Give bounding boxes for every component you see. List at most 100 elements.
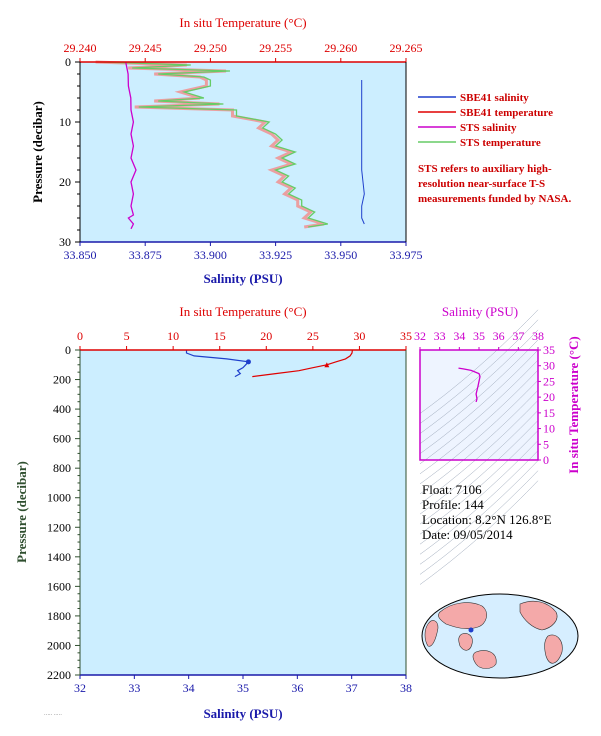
top-temp-tick-label: 29.245 [129, 41, 162, 55]
top-temp-tick-label: 29.250 [194, 41, 227, 55]
bottom-pres-tick-label: 1600 [47, 579, 71, 593]
bottom-pres-tick-label: 600 [53, 432, 71, 446]
top-pres-tick-label: 10 [59, 115, 71, 129]
ts-density-contour [419, 470, 539, 575]
bottom-temp-tick-label: 20 [260, 329, 272, 343]
bottom-salinity-marker [245, 359, 251, 365]
bottom-pres-axis-title: Pressure (decibar) [14, 461, 29, 563]
map-land-australia [472, 650, 497, 669]
bottom-sal-tick-label: 37 [346, 681, 358, 695]
footer-code: ····· ····· [44, 713, 62, 718]
bottom-pres-tick-label: 1200 [47, 520, 71, 534]
top-plot-area [80, 62, 406, 242]
bottom-temp-tick-label: 5 [124, 329, 130, 343]
bottom-pres-tick-label: 1800 [47, 609, 71, 623]
ts-temp-tick-label: 25 [543, 374, 555, 388]
ts-temp-tick-label: 10 [543, 422, 555, 436]
ts-density-contour [419, 339, 539, 444]
bottom-sal-tick-label: 35 [237, 681, 249, 695]
bottom-temp-tick-label: 10 [167, 329, 179, 343]
ts-plot-area [420, 350, 538, 460]
top-sal-tick-label: 33.875 [129, 248, 162, 262]
bottom-pres-tick-label: 2000 [47, 638, 71, 652]
top-pres-axis-title: Pressure (decibar) [30, 101, 45, 203]
ts-density-contour [419, 369, 539, 475]
ts-sal-tick-label: 32 [414, 329, 426, 343]
bottom-temp-tick-label: 0 [77, 329, 83, 343]
ts-density-contour [419, 410, 539, 515]
world-map [421, 593, 579, 679]
map-land-africa [424, 620, 439, 647]
ts-profile-line [458, 367, 481, 403]
top-temp-tick-label: 29.240 [64, 41, 97, 55]
ts-sal-tick-label: 36 [493, 329, 505, 343]
ts-temp-tick-label: 0 [543, 453, 549, 467]
map-land-asia [438, 602, 487, 629]
bottom-sal-tick-label: 36 [291, 681, 303, 695]
top-panel: 29.240 29.245 29.250 29.255 29.260 29.265 33.8… [30, 15, 553, 286]
ts-temp-tick-label: 35 [543, 343, 555, 357]
bottom-pres-tick-label: 200 [53, 373, 71, 387]
legend-item-sts-salinity: STS salinity [460, 122, 517, 134]
ts-sal-axis-title: Salinity (PSU) [442, 304, 518, 319]
sts-temperature-line [99, 61, 328, 228]
bottom-temp-tick-label: 35 [400, 329, 412, 343]
bottom-temperature-marker [324, 362, 330, 368]
top-sal-tick-label: 33.850 [64, 248, 97, 262]
bottom-sal-tick-label: 32 [74, 681, 86, 695]
top-pres-tick-label: 30 [59, 235, 71, 249]
map-land-indonesia [458, 633, 473, 651]
ts-sal-tick-label: 34 [453, 329, 465, 343]
bottom-pres-tick-label: 400 [53, 402, 71, 416]
map-land-north-america [519, 600, 558, 631]
bottom-sal-tick-label: 34 [183, 681, 195, 695]
ts-density-contour [419, 349, 539, 454]
ts-density-contour [419, 430, 539, 535]
bottom-plot-area [80, 350, 406, 675]
bottom-sal-axis-title: Salinity (PSU) [203, 706, 282, 721]
top-sal-tick-label: 33.900 [194, 248, 227, 262]
ts-temp-tick-label: 30 [543, 359, 555, 373]
legend-item-sbe-temperature: SBE41 temperature [460, 107, 553, 119]
ts-density-contour [419, 460, 539, 565]
ts-sal-tick-label: 35 [473, 329, 485, 343]
ts-temp-tick-label: 20 [543, 390, 555, 404]
ts-temp-tick-label: 5 [543, 437, 549, 451]
ts-temp-axis-title: In situ Temperature (°C) [566, 336, 581, 474]
float-location: Location: 8.2°N 126.8°E [422, 512, 552, 527]
bottom-temperature-line [252, 349, 353, 378]
bottom-temp-tick-label: 30 [353, 329, 365, 343]
bottom-pres-tick-label: 1400 [47, 550, 71, 564]
sts-note: STS refers to auxiliary high-resolution … [418, 163, 572, 205]
legend-item-sbe-salinity: SBE41 salinity [460, 92, 529, 104]
bottom-temp-tick-label: 25 [307, 329, 319, 343]
top-sal-tick-label: 33.950 [324, 248, 357, 262]
ts-density-contour [419, 319, 539, 424]
ts-density-contour [419, 390, 539, 495]
top-sal-tick-label: 33.925 [259, 248, 292, 262]
ts-density-contour [419, 359, 539, 465]
top-temp-tick-label: 29.260 [324, 41, 357, 55]
map-float-marker [468, 627, 474, 633]
bottom-pres-tick-label: 800 [53, 461, 71, 475]
profile-number: Profile: 144 [422, 497, 484, 512]
top-pres-tick-label: 20 [59, 175, 71, 189]
ts-density-contour [419, 450, 539, 555]
ts-temp-tick-label: 15 [543, 406, 555, 420]
top-pres-tick-label: 0 [65, 55, 71, 69]
float-id: Float: 7106 [422, 482, 482, 497]
bottom-temp-axis-title: In situ Temperature (°C) [179, 304, 306, 319]
sbe-salinity-line [361, 80, 365, 225]
bottom-sal-tick-label: 33 [128, 681, 140, 695]
top-temp-tick-label: 29.265 [390, 41, 423, 55]
ts-density-contour [419, 480, 539, 585]
legend: SBE41 salinity SBE41 temperature STS sal… [418, 92, 553, 149]
profile-date: Date: 09/05/2014 [422, 527, 513, 542]
map-land-south-america [544, 634, 563, 664]
top-temp-axis-title: In situ Temperature (°C) [179, 15, 306, 30]
bottom-pres-tick-label: 2200 [47, 668, 71, 682]
top-sal-axis-title: Salinity (PSU) [203, 271, 282, 286]
bottom-temp-tick-label: 15 [214, 329, 226, 343]
